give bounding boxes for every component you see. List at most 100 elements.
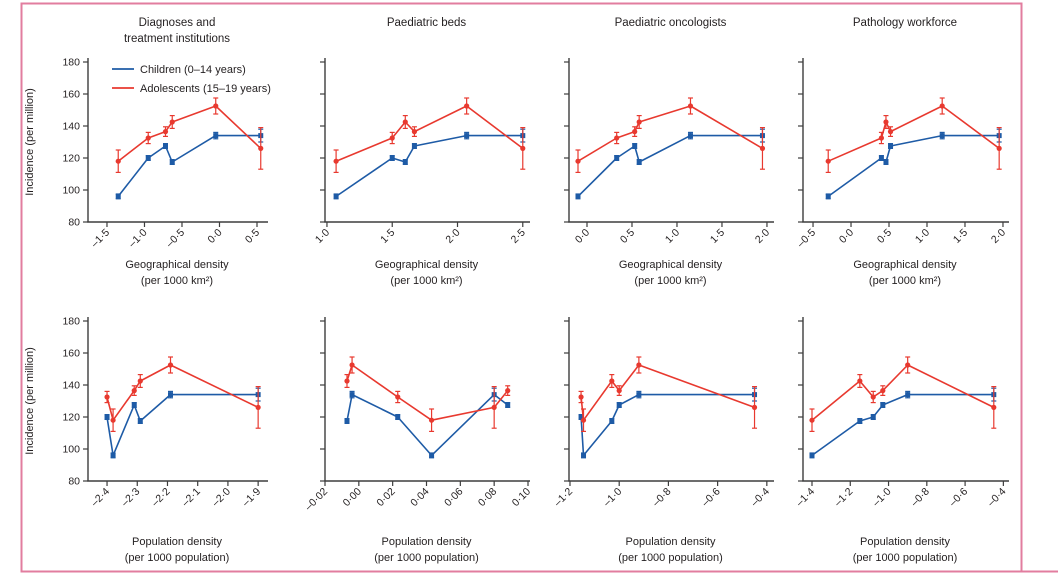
- data-point-marker: [609, 418, 615, 424]
- data-point-marker: [616, 402, 622, 408]
- series-adolescents-line: [335, 105, 524, 162]
- x-tick-label: –1·0: [601, 486, 624, 509]
- x-tick-label: –1·0: [126, 227, 149, 250]
- series-adolescents-line: [580, 364, 755, 422]
- data-point-marker: [880, 402, 886, 408]
- data-point-marker: [464, 103, 470, 109]
- x-tick-label: –2·0: [210, 486, 233, 509]
- series-adolescents: [578, 356, 758, 432]
- x-axis-label: Population density: [626, 536, 716, 548]
- x-axis-label: (per 1000 population): [853, 552, 958, 564]
- series-children-line: [106, 393, 259, 457]
- y-axis-label: Incidence (per million): [24, 88, 36, 196]
- x-tick-label: 0·5: [243, 227, 262, 246]
- figure-frame: [20, 2, 1023, 573]
- legend-item-adolescents: Adolescents (15–19 years): [112, 83, 271, 95]
- x-tick-label: 0·00: [341, 486, 364, 509]
- data-point-marker: [887, 129, 894, 135]
- x-tick-label: –1·0: [870, 486, 893, 509]
- series-children: [344, 387, 511, 459]
- chart-title: Paediatric oncologists: [615, 17, 727, 29]
- chart-7: –1·2 –1·0 –0·8 –0·6 –0·4 Population density (p…: [552, 317, 774, 564]
- x-tick-label: 1·0: [913, 227, 932, 246]
- x-axis-label: (per 1000 population): [374, 552, 479, 564]
- x-axis-label: Population density: [132, 536, 222, 548]
- data-point-marker: [825, 158, 831, 164]
- data-point-marker: [870, 414, 876, 420]
- data-point-marker: [258, 145, 264, 151]
- x-tick-label: –0·02: [303, 486, 331, 514]
- x-tick-label: –2·1: [179, 486, 202, 509]
- series-children: [115, 128, 264, 200]
- x-tick-label: –2·2: [149, 486, 172, 509]
- chart-6: –0·02 0·00 0·02 0·04 0·06 0·08 0·10 Population …: [303, 317, 533, 564]
- data-point-marker: [905, 392, 911, 398]
- data-point-marker: [809, 417, 815, 423]
- y-axis-label: Incidence (per million): [24, 347, 36, 455]
- series-children-line: [580, 393, 755, 457]
- series-adolescents-line: [577, 105, 763, 162]
- data-point-marker: [505, 388, 511, 394]
- x-axis-label: (per 1000 population): [618, 552, 723, 564]
- data-point-marker: [389, 135, 395, 141]
- series-children-line: [827, 134, 1000, 198]
- data-point-marker: [614, 155, 620, 161]
- data-point-marker: [428, 417, 435, 423]
- y-tick-label: 100: [62, 444, 80, 456]
- chart-title: treatment institutions: [124, 33, 230, 45]
- series-children: [575, 128, 765, 200]
- series-adolescents: [575, 97, 766, 173]
- series-adolescents-line: [827, 105, 1000, 162]
- series-adolescents: [333, 97, 526, 173]
- y-tick-label: 120: [62, 412, 80, 424]
- data-point-marker: [857, 418, 863, 424]
- data-point-marker: [402, 159, 408, 165]
- data-point-marker: [878, 135, 885, 141]
- chart-2: 1·0 1·5 2·0 2·5 Paediatric beds Geographical …: [313, 17, 530, 287]
- x-tick-label: 1·0: [313, 227, 332, 246]
- legend-item-children: Children (0–14 years): [112, 64, 246, 76]
- x-tick-label: –0·6: [699, 486, 722, 509]
- data-point-marker: [395, 394, 401, 400]
- data-point-marker: [687, 103, 694, 109]
- data-point-marker: [255, 404, 261, 410]
- y-tick-label: 160: [62, 348, 80, 360]
- x-tick-label: 1·0: [663, 227, 682, 246]
- data-point-marker: [883, 119, 889, 125]
- y-tick-label: 100: [62, 185, 80, 197]
- data-point-marker: [411, 129, 418, 135]
- data-point-marker: [402, 119, 408, 125]
- data-point-marker: [491, 404, 497, 410]
- x-tick-label: 0·02: [374, 486, 397, 509]
- data-point-marker: [464, 133, 470, 139]
- data-point-marker: [213, 133, 219, 139]
- x-tick-label: –1·2: [832, 486, 855, 509]
- series-adolescents: [104, 356, 261, 432]
- data-point-marker: [636, 119, 642, 125]
- series-adolescents-line: [811, 364, 995, 421]
- data-point-marker: [162, 143, 168, 149]
- data-point-marker: [145, 155, 151, 161]
- data-point-marker: [614, 135, 620, 141]
- x-tick-label: 2·0: [753, 227, 772, 246]
- data-point-marker: [939, 103, 945, 109]
- data-point-marker: [115, 158, 121, 164]
- x-axis-label: Geographical density: [619, 259, 723, 271]
- x-tick-label: 0·5: [618, 227, 637, 246]
- y-tick-label: 160: [62, 89, 80, 101]
- data-point-marker: [520, 145, 526, 151]
- data-point-marker: [878, 155, 884, 161]
- series-adolescents-line: [106, 364, 259, 422]
- data-point-marker: [632, 129, 638, 135]
- x-tick-label: –1·4: [794, 486, 817, 509]
- x-tick-label: 1·5: [708, 227, 727, 246]
- data-point-marker: [169, 119, 175, 125]
- x-axis-label: (per 1000 km²): [390, 275, 462, 287]
- chart-8: –1·4 –1·2 –1·0 –0·8 –0·6 –0·4 Population densi…: [794, 317, 1009, 564]
- x-tick-label: 0·04: [408, 486, 431, 509]
- data-point-marker: [349, 392, 355, 398]
- chart-3: 0·0 0·5 1·0 1·5 2·0 Paediatric oncologists Geo…: [564, 17, 774, 287]
- data-point-marker: [578, 414, 584, 420]
- x-tick-label: 0·0: [573, 227, 592, 246]
